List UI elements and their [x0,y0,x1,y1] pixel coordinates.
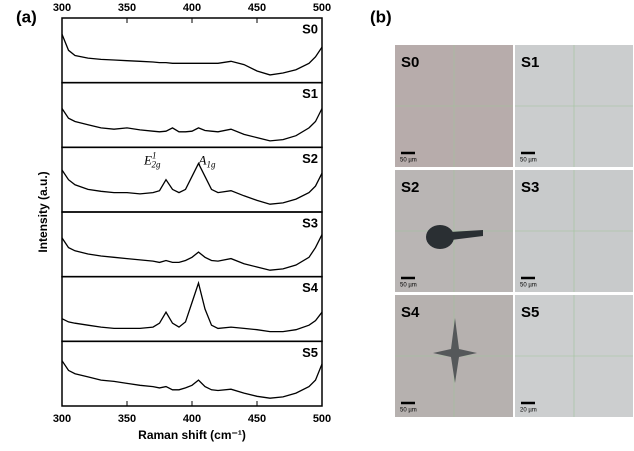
x-tick-label: 450 [248,413,266,425]
spectrum-line [61,280,323,333]
scale-label: 50 µm [400,158,417,164]
panel-frame [61,81,323,149]
x-tick-label: 350 [118,2,136,14]
panel-label: (a) [16,7,37,26]
flake [433,318,477,383]
series-label: S0 [302,21,318,36]
x-tick-label: 500 [313,413,331,425]
x-tick-label: 400 [183,2,201,14]
flake [450,230,483,240]
scale-label: 20 µm [520,408,537,414]
series-label: S3 [302,215,318,230]
y-axis-label: Intensity (a.u.) [36,171,50,252]
panel-frame [61,211,323,278]
series-label: S2 [302,151,318,166]
spectrum-line [61,162,323,205]
scale-label: 50 µm [520,158,537,164]
annotation-part: A [198,152,207,167]
tile-label: S2 [401,179,419,196]
x-tick-label: 350 [118,413,136,425]
x-axis-label: Raman shift (cm⁻¹) [138,428,246,442]
spectrum-line [61,360,323,399]
series-label: S4 [302,280,319,295]
spectrum-line [61,33,323,76]
x-tick-label: 450 [248,2,266,14]
panel-label: (b) [370,7,392,26]
scale-label: 50 µm [400,408,417,414]
annotation-part: E [143,152,152,167]
annotation-part: 1 [152,150,157,160]
x-tick-label: 400 [183,413,201,425]
spectrum-line [61,108,323,142]
tile-label: S1 [521,54,539,71]
x-tick-label: 300 [53,413,71,425]
annotation-part: 1g [206,159,216,169]
flake [426,225,454,249]
annotation-part: 2g [151,159,161,169]
x-tick-label: 500 [313,2,331,14]
tile-label: S5 [521,304,539,321]
tile-label: S4 [401,304,420,321]
x-tick-label: 300 [53,2,71,14]
tile-label: S0 [401,54,419,71]
tile-label: S3 [521,179,539,196]
peak-annotation: A1g [198,152,216,169]
scale-label: 50 µm [520,283,537,289]
series-label: S5 [302,345,318,360]
series-label: S1 [302,86,318,101]
scale-label: 50 µm [400,283,417,289]
peak-annotation: E1 2g [143,150,161,169]
spectrum-line [61,234,323,271]
